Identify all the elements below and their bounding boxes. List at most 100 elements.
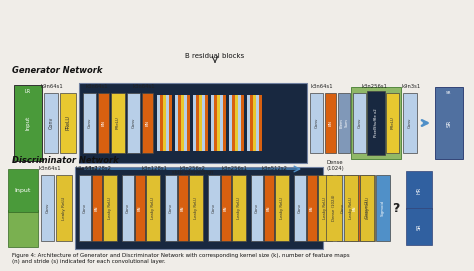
Bar <box>14 85 42 161</box>
Text: PReLU: PReLU <box>65 115 71 131</box>
Bar <box>360 175 374 241</box>
Bar <box>184 95 187 151</box>
Text: SR: SR <box>417 223 421 230</box>
Bar <box>44 93 58 153</box>
Text: Input: Input <box>26 116 30 130</box>
Bar <box>202 95 205 151</box>
Text: k9n3s1: k9n3s1 <box>401 84 420 89</box>
Bar <box>41 175 54 241</box>
Text: Conv: Conv <box>131 118 136 128</box>
Text: BN: BN <box>101 120 106 126</box>
Text: Conv: Conv <box>46 203 49 213</box>
Bar <box>196 95 199 151</box>
Bar <box>232 95 235 151</box>
Text: Conv: Conv <box>48 117 54 129</box>
Bar <box>214 95 217 151</box>
Bar <box>310 93 323 153</box>
Bar <box>367 91 385 155</box>
Text: Conv: Conv <box>315 118 319 128</box>
Bar <box>208 175 220 241</box>
Bar <box>211 95 214 151</box>
Bar <box>351 87 401 159</box>
Bar <box>229 95 232 151</box>
Bar <box>353 93 366 153</box>
Bar <box>259 95 262 151</box>
Bar <box>103 175 117 241</box>
Text: k9n64s1: k9n64s1 <box>41 84 64 89</box>
Bar <box>217 95 220 151</box>
Text: BN: BN <box>95 205 99 211</box>
Bar <box>361 175 375 241</box>
Text: Figure 4: Architecture of Generator and Discriminator Network with corresponding: Figure 4: Architecture of Generator and … <box>12 253 350 264</box>
Bar <box>241 95 244 151</box>
Bar <box>127 93 140 153</box>
Text: Leaky ReLU: Leaky ReLU <box>366 197 370 219</box>
Text: Conv: Conv <box>357 118 362 128</box>
Bar <box>163 95 166 151</box>
Bar <box>111 93 125 153</box>
Bar <box>253 95 256 151</box>
Text: Leaky ReLU: Leaky ReLU <box>194 197 198 219</box>
Bar <box>169 95 172 151</box>
Text: k3n256s2: k3n256s2 <box>180 166 206 171</box>
Bar <box>406 208 432 245</box>
Text: PReLU: PReLU <box>391 117 394 129</box>
Text: k3n128s1: k3n128s1 <box>142 166 168 171</box>
Text: LR: LR <box>25 89 31 94</box>
Text: BN: BN <box>146 120 149 126</box>
Bar <box>146 175 160 241</box>
Text: Leaky ReLU: Leaky ReLU <box>108 197 112 219</box>
Text: ?: ? <box>392 202 400 215</box>
Bar <box>325 93 336 153</box>
Bar <box>275 175 289 241</box>
Text: k3n256s1: k3n256s1 <box>362 84 388 89</box>
Bar <box>376 175 390 241</box>
Bar <box>157 95 160 151</box>
Text: Leaky ReLU: Leaky ReLU <box>237 197 241 219</box>
Text: Discriminator Network: Discriminator Network <box>12 156 119 165</box>
Bar <box>193 95 196 151</box>
Text: BN: BN <box>138 205 142 211</box>
Bar <box>165 175 177 241</box>
Text: Conv: Conv <box>212 203 216 213</box>
Text: Conv: Conv <box>169 203 173 213</box>
Bar <box>338 93 350 153</box>
Text: k3n128s2: k3n128s2 <box>86 166 112 171</box>
Text: Leaky ReLU: Leaky ReLU <box>62 196 66 220</box>
Bar <box>75 167 323 249</box>
Bar <box>8 169 38 212</box>
Text: B residual blocks: B residual blocks <box>185 53 245 59</box>
Bar <box>326 175 342 241</box>
Bar <box>178 175 188 241</box>
Bar <box>256 95 259 151</box>
Text: PixelShuffle x2: PixelShuffle x2 <box>374 109 378 137</box>
Text: SR: SR <box>446 91 452 95</box>
Text: k3n64s1: k3n64s1 <box>86 84 109 89</box>
Bar <box>166 95 169 151</box>
Text: k3n64s1: k3n64s1 <box>133 84 155 89</box>
Bar <box>386 93 399 153</box>
Text: BN: BN <box>181 205 185 211</box>
Text: Conv: Conv <box>298 203 302 213</box>
Text: skip connection: skip connection <box>173 170 214 175</box>
Text: Leaky ReLU: Leaky ReLU <box>349 197 353 219</box>
Bar <box>79 175 91 241</box>
Bar <box>205 95 208 151</box>
Bar <box>250 95 253 151</box>
Bar <box>142 93 153 153</box>
Text: Dense (1024): Dense (1024) <box>332 195 336 221</box>
Text: Conv: Conv <box>408 118 412 128</box>
Bar <box>79 83 307 163</box>
Bar <box>435 87 463 159</box>
Bar <box>406 171 432 209</box>
Text: k3n256s1: k3n256s1 <box>222 166 248 171</box>
Bar <box>175 95 178 151</box>
Text: Conv: Conv <box>88 118 91 128</box>
Text: BN: BN <box>328 120 332 126</box>
Bar <box>178 95 181 151</box>
Bar <box>337 175 349 241</box>
Bar <box>403 93 417 153</box>
Text: Conv: Conv <box>255 203 259 213</box>
Bar <box>181 95 184 151</box>
Bar <box>199 95 202 151</box>
